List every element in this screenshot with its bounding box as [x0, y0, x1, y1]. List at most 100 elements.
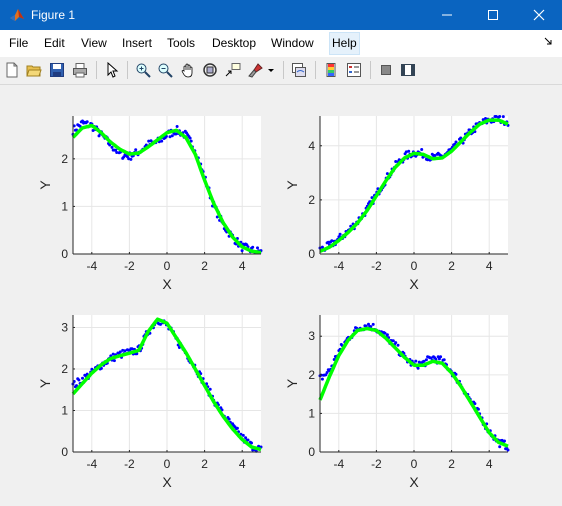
- print-icon[interactable]: [70, 60, 90, 80]
- menu-file[interactable]: File: [9, 36, 29, 50]
- data-point: [391, 339, 395, 343]
- y-axis-label: Y: [284, 378, 300, 388]
- data-point: [208, 387, 212, 391]
- data-point: [325, 371, 329, 374]
- x-tick-label: -2: [124, 259, 135, 273]
- new-figure-icon[interactable]: [2, 60, 22, 80]
- dock-arrow-icon[interactable]: [544, 36, 554, 48]
- close-icon: [533, 9, 545, 21]
- data-point: [90, 367, 94, 371]
- close-button[interactable]: [516, 0, 562, 30]
- y-tick-label: 1: [61, 199, 68, 213]
- data-point: [147, 139, 151, 143]
- data-cursor-icon[interactable]: [223, 60, 243, 80]
- data-point: [250, 441, 253, 445]
- x-tick-label: 4: [486, 259, 493, 273]
- data-point: [256, 246, 259, 250]
- data-point: [189, 139, 193, 143]
- y-tick-label: 0: [308, 445, 315, 459]
- menu-insert[interactable]: Insert: [122, 36, 153, 50]
- data-point: [501, 115, 505, 119]
- subplot-bottom-left[interactable]: -4 -2 0 2 4 0 1 2 3 X Y: [37, 315, 263, 490]
- y-tick-label: 2: [61, 362, 68, 376]
- y-tick-label: 3: [61, 320, 68, 334]
- y-tick-label: 2: [308, 193, 315, 207]
- subplot-top-right[interactable]: -4 -2 0 2 4 0 2 4 X Y: [284, 115, 510, 292]
- data-point: [436, 355, 440, 359]
- x-tick-label: 2: [448, 457, 455, 471]
- menu-view[interactable]: View: [81, 36, 107, 50]
- data-point: [414, 359, 418, 363]
- data-point: [429, 356, 433, 360]
- zoom-in-icon[interactable]: [133, 60, 153, 80]
- data-point: [383, 331, 387, 335]
- toolbar: [0, 57, 562, 85]
- menu-edit[interactable]: Edit: [44, 36, 65, 50]
- data-point: [433, 154, 437, 157]
- y-tick-label: 0: [61, 445, 68, 459]
- x-tick-label: 2: [448, 259, 455, 273]
- matlab-icon: [9, 7, 25, 23]
- menu-bar: File Edit View Insert Tools Desktop Wind…: [0, 30, 562, 58]
- menu-window[interactable]: Window: [271, 36, 314, 50]
- legend-icon[interactable]: [344, 60, 364, 80]
- data-point: [437, 357, 441, 361]
- data-point: [170, 134, 174, 138]
- data-point: [188, 136, 192, 140]
- data-point: [227, 417, 231, 421]
- data-point: [404, 150, 408, 154]
- x-tick-label: 0: [411, 259, 418, 273]
- y-tick-label: 2: [61, 152, 68, 166]
- data-point: [235, 426, 239, 430]
- data-point: [385, 333, 389, 337]
- data-point: [421, 155, 425, 159]
- y-tick-label: 2: [308, 368, 315, 382]
- data-point: [99, 366, 103, 370]
- menu-tools[interactable]: Tools: [167, 36, 196, 50]
- data-point: [506, 448, 510, 452]
- rotate-3d-icon[interactable]: [200, 60, 220, 80]
- minimize-icon: [442, 14, 452, 16]
- data-point: [330, 239, 334, 243]
- save-icon[interactable]: [47, 60, 67, 80]
- maximize-button[interactable]: [470, 0, 516, 30]
- data-point: [159, 322, 162, 326]
- data-point: [130, 347, 134, 351]
- data-point: [81, 376, 84, 380]
- menu-desktop[interactable]: Desktop: [212, 36, 257, 50]
- data-point: [114, 148, 118, 152]
- menu-help[interactable]: Help: [329, 32, 360, 55]
- data-point: [168, 135, 172, 139]
- brush-icon[interactable]: [246, 60, 266, 80]
- data-point: [439, 355, 443, 359]
- open-file-icon[interactable]: [24, 60, 44, 80]
- pan-icon[interactable]: [178, 60, 198, 80]
- edit-plot-icon[interactable]: [102, 60, 122, 80]
- zoom-out-icon[interactable]: [155, 60, 175, 80]
- data-point: [175, 125, 179, 128]
- y-tick-label: 3: [308, 329, 315, 343]
- data-point: [476, 407, 480, 411]
- data-point: [112, 359, 116, 363]
- colorbar-icon[interactable]: [321, 60, 341, 80]
- x-axis-label: X: [409, 276, 419, 292]
- data-point: [77, 378, 81, 382]
- brush-dropdown-icon[interactable]: [265, 60, 277, 80]
- hide-plot-tools-icon[interactable]: [376, 60, 396, 80]
- link-plot-icon[interactable]: [289, 60, 309, 80]
- minimize-button[interactable]: [424, 0, 470, 30]
- subplot-bottom-right[interactable]: -4 -2 0 2 4 0 1 2 3 X Y: [284, 315, 510, 490]
- data-point: [426, 158, 430, 162]
- data-point: [396, 343, 400, 347]
- data-point: [174, 132, 178, 136]
- data-point: [246, 438, 250, 442]
- data-point: [442, 358, 446, 362]
- data-point: [115, 151, 119, 154]
- data-point: [416, 366, 420, 370]
- data-point: [251, 245, 255, 249]
- show-plot-tools-icon[interactable]: [398, 60, 418, 80]
- data-point: [134, 148, 138, 152]
- data-point: [91, 129, 95, 132]
- subplot-top-left[interactable]: -4 -2 0 2 4 0 1 2 X Y: [37, 116, 263, 292]
- x-tick-label: 0: [164, 259, 171, 273]
